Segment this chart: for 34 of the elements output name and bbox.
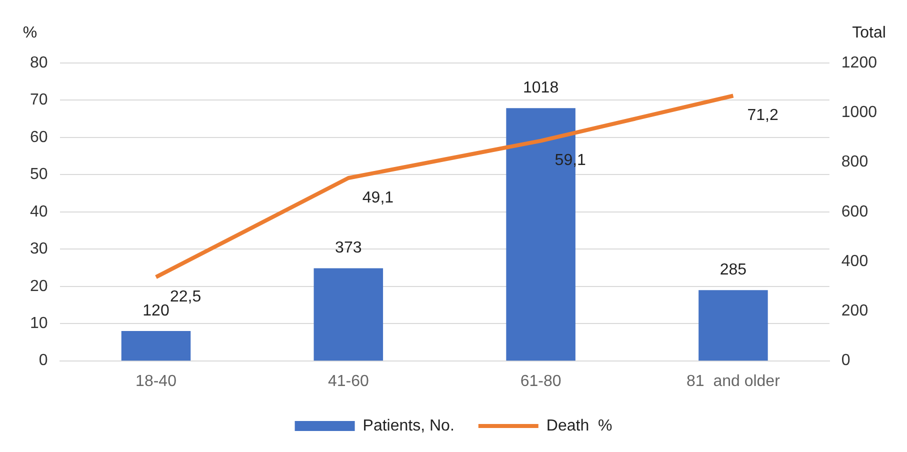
data-label: 373 <box>335 240 362 257</box>
y-tick-label: 20 <box>30 278 48 295</box>
y2-tick-label: 1200 <box>841 54 878 72</box>
data-label: 285 <box>720 261 747 278</box>
data-label: 49,1 <box>362 189 394 206</box>
y2-tick-label: 800 <box>841 154 868 171</box>
y2-tick-label: 0 <box>841 352 850 370</box>
x-tick-label: 81 and older <box>686 372 781 390</box>
legend-label: Death % <box>546 417 612 434</box>
y-axis-title: % <box>22 24 38 42</box>
x-tick-label: 61-80 <box>520 372 562 390</box>
y2-tick-label: 400 <box>841 252 868 270</box>
y2-axis-title: Total <box>852 24 886 42</box>
x-tick-label: 18-40 <box>136 372 177 390</box>
data-label: 120 <box>142 302 170 320</box>
y-tick-label: 80 <box>30 54 48 72</box>
y-tick-label: 60 <box>30 128 48 146</box>
y2-tick-label: 600 <box>841 203 868 220</box>
y-tick-label: 30 <box>30 240 48 258</box>
bar <box>698 290 768 361</box>
y-tick-label: 10 <box>30 314 48 332</box>
y-tick-label: 70 <box>30 92 48 109</box>
bar <box>314 268 384 361</box>
data-label: 1018 <box>523 80 559 97</box>
y2-tick-label: 200 <box>841 302 868 320</box>
bar <box>121 331 191 361</box>
data-label: 22,5 <box>170 288 202 306</box>
y-tick-label: 0 <box>38 352 48 370</box>
y-tick-label: 50 <box>30 166 48 184</box>
y2-tick-label: 1000 <box>841 104 878 122</box>
legend-label: Patients, No. <box>362 417 454 434</box>
data-label: 71,2 <box>747 107 778 124</box>
y-tick-label: 40 <box>30 203 48 220</box>
x-tick-label: 41-60 <box>328 372 369 390</box>
